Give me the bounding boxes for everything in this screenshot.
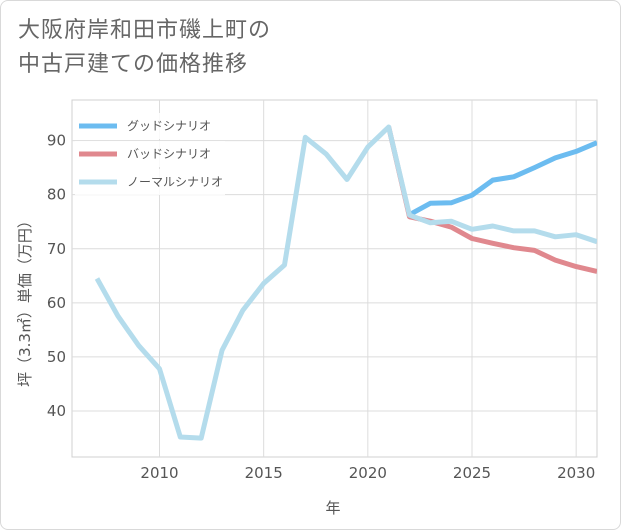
x-axis-label: 年 [325, 499, 340, 517]
y-tick-label: 50 [47, 348, 66, 366]
axis-ticks: 40 50 60 70 80 90 2010 2015 2020 2025 2030 [47, 132, 595, 482]
series-line-3 [94, 124, 597, 441]
y-tick-label: 60 [47, 294, 66, 312]
y-tick-label: 80 [47, 186, 66, 204]
y-tick-label: 40 [47, 402, 66, 420]
y-axis-label: 坪（3.3㎡）単価（万円） [16, 213, 34, 387]
grid [71, 99, 598, 458]
legend-label: ノーマルシナリオ [127, 175, 223, 189]
y-tick-label: 70 [47, 240, 66, 258]
chart-title: 大阪府岸和田市磯上町の 中古戸建ての価格推移 [18, 14, 271, 82]
series-line-2 [386, 126, 597, 274]
series-line-1 [408, 140, 597, 217]
x-tick-label: 2010 [140, 464, 178, 482]
plot-area [71, 99, 598, 458]
x-tick-label: 2025 [453, 464, 491, 482]
y-tick-label: 90 [47, 132, 66, 150]
x-tick-label: 2020 [349, 464, 387, 482]
title-line-2: 中古戸建ての価格推移 [18, 52, 249, 77]
series-lines [94, 124, 597, 441]
x-tick-label: 2015 [245, 464, 283, 482]
legend-label: バッドシナリオ [127, 147, 211, 161]
legend-label: グッドシナリオ [127, 119, 211, 133]
x-tick-label: 2030 [557, 464, 595, 482]
title-line-1: 大阪府岸和田市磯上町の [18, 18, 272, 43]
